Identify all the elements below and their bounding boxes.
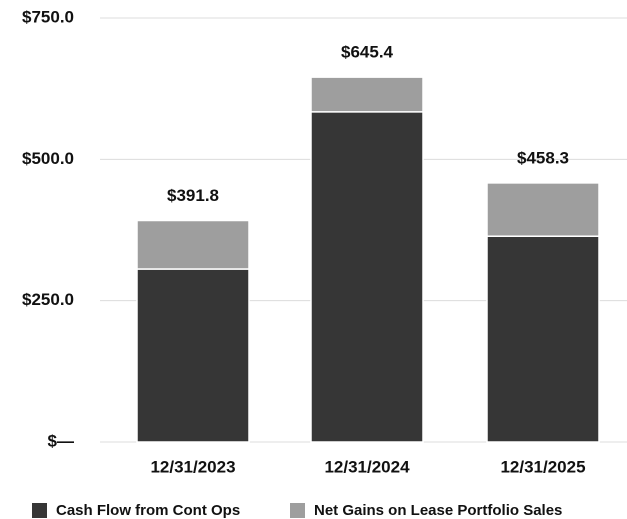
legend-label: Cash Flow from Cont Ops bbox=[56, 502, 240, 519]
bar-segment bbox=[486, 182, 600, 237]
bar-segment bbox=[136, 219, 250, 270]
total-label: $645.4 bbox=[341, 43, 394, 62]
x-tick-label: 12/31/2023 bbox=[150, 457, 235, 476]
bar-segment bbox=[310, 111, 424, 443]
total-label: $391.8 bbox=[167, 186, 219, 205]
x-tick-label: 12/31/2024 bbox=[324, 457, 410, 476]
legend-swatch bbox=[290, 503, 305, 518]
bar-segment bbox=[136, 268, 250, 443]
y-tick-label: $500.0 bbox=[22, 149, 74, 168]
legend-label: Net Gains on Lease Portfolio Sales bbox=[314, 502, 562, 519]
y-tick-label: $— bbox=[48, 431, 74, 450]
x-tick-label: 12/31/2025 bbox=[500, 457, 585, 476]
y-tick-label: $750.0 bbox=[22, 7, 74, 26]
bar-segment bbox=[310, 76, 424, 113]
legend-swatch bbox=[32, 503, 47, 518]
bar-segment bbox=[486, 235, 600, 443]
y-tick-label: $250.0 bbox=[22, 290, 74, 309]
total-label: $458.3 bbox=[517, 148, 569, 167]
